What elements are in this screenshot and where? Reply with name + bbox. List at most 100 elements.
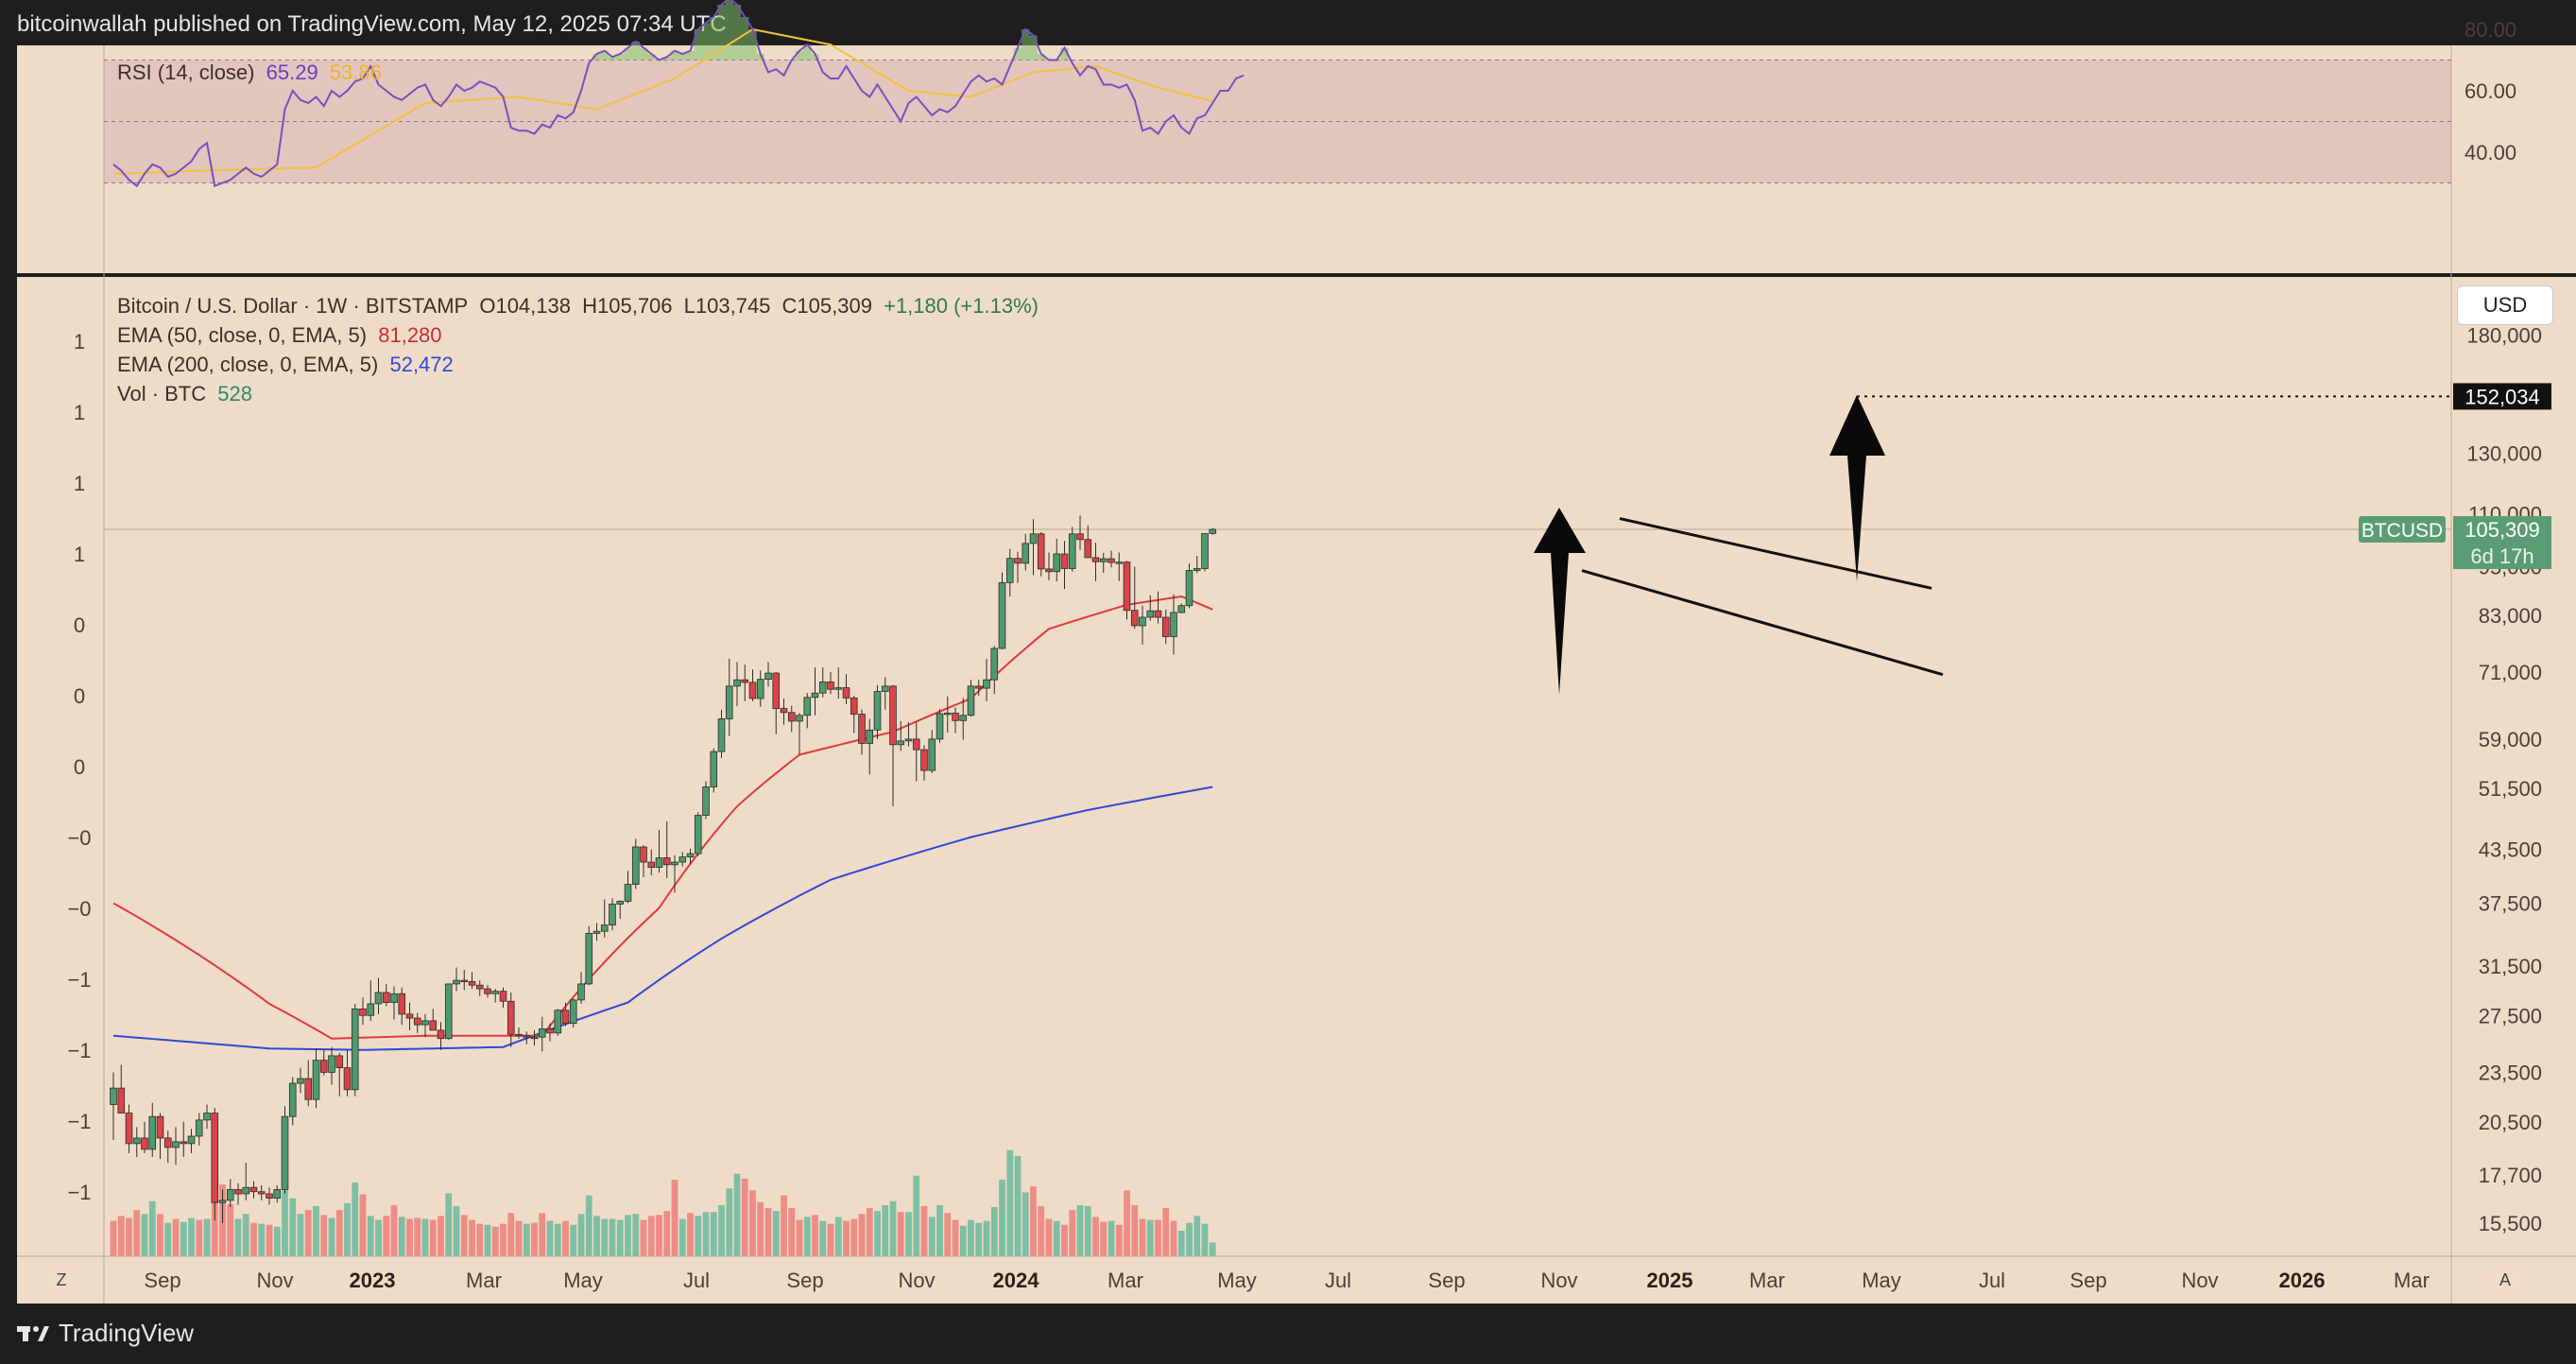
time-axis-tick: Sep [144,1269,180,1292]
volume-bar [702,1212,710,1256]
candle-body [803,697,812,717]
price-axis-tick: 27,500 [2479,1004,2542,1027]
channel-upper-line [1619,517,1932,590]
volume-bar [897,1212,904,1256]
candle-body [1170,612,1177,637]
candle-body [772,672,781,709]
time-axis-tick: Sep [2069,1269,2106,1292]
left-axis-tick: 0 [74,613,85,637]
price-axis-tick: 59,000 [2479,728,2542,751]
candle-body [818,681,827,694]
breakout-arrow-2 [1829,395,1885,581]
volume-bar [577,1214,585,1256]
candle-body [834,687,843,690]
volume-bar [640,1219,647,1256]
candle-body [983,679,990,689]
candle-body [936,713,944,740]
candle-body [1123,561,1131,612]
time-axis-tick: May [1217,1269,1257,1292]
volume-bar [227,1203,234,1256]
candle-body [374,992,383,1005]
volume-bar [375,1219,382,1256]
publish-header: bitcoinwallah published on TradingView.c… [0,0,2576,45]
left-axis-tick: 1 [74,472,85,495]
rsi-axis-tick: 40.00 [2464,141,2516,164]
candle-body [281,1115,289,1190]
volume-bar [1076,1204,1084,1256]
volume-bar [352,1183,359,1256]
candle-body [842,687,850,699]
candle-body [1139,616,1146,627]
candle-body [484,988,491,994]
volume-bar [975,1222,983,1256]
last-price-badge [2453,516,2551,570]
symbol-title: Bitcoin / U.S. Dollar · 1W · BITSTAMP [117,294,469,318]
volume-bar [647,1216,655,1256]
candle-body [132,1137,141,1145]
volume-bar [172,1218,180,1256]
volume-bar [562,1220,569,1256]
candle-body [787,712,796,722]
candle-body [733,679,741,687]
volume-bar [1084,1205,1091,1256]
ema50-value: 81,280 [378,323,442,347]
volume-bar [1061,1224,1068,1256]
candle-body [1161,616,1170,637]
volume-bar [453,1205,460,1256]
candle-body [1076,533,1084,541]
volume-bar [297,1214,304,1256]
candle-body [1154,610,1162,618]
candle-body [764,672,772,681]
time-axis-tick: Sep [1428,1269,1465,1292]
volume-bar [500,1223,507,1256]
candle-body [413,1017,421,1026]
candle-body [523,1035,531,1038]
currency-button[interactable]: USD [2457,285,2553,325]
main-legend: Bitcoin / U.S. Dollar · 1W · BITSTAMP O1… [117,291,1044,408]
volume-bar [843,1220,850,1256]
volume-bar [764,1208,772,1256]
time-axis-tick: Jul [1325,1269,1351,1292]
candle-body [850,697,858,715]
auto-scale-button[interactable]: A [2491,1266,2519,1294]
candle-body [343,1067,352,1091]
volume-bar [266,1224,273,1256]
volume-bar [110,1220,117,1256]
time-axis-tick: 2025 [1647,1269,1693,1292]
candle-body [141,1137,148,1150]
volume-bar [625,1215,631,1256]
volume-bar [304,1210,312,1256]
candle-body [117,1087,126,1114]
volume-bar [1170,1220,1177,1256]
candle-body [234,1189,242,1195]
candle-body [600,924,609,932]
target-price-badge [2453,383,2551,410]
rsi-line [112,0,1245,188]
candle-body [662,857,671,866]
rsi-overbought-fill [592,0,1069,60]
time-axis-tick: May [563,1269,603,1292]
left-axis-tick: 1 [74,330,85,354]
price-panel [17,277,2576,1256]
volume-bar [507,1213,515,1256]
tradingview-brand[interactable]: TradingView [17,1319,194,1348]
price-axis-tick: 37,500 [2479,891,2542,915]
time-axis-tick: Nov [2181,1269,2218,1292]
volume-bar [874,1211,881,1256]
candle-body [249,1186,258,1193]
volume-bar [593,1216,600,1256]
time-axis-tick: Jul [683,1269,710,1292]
zoom-button[interactable]: Z [47,1266,76,1294]
volume-bar [367,1216,374,1256]
volume-bar [383,1216,390,1256]
time-axis-tick: Sep [786,1269,823,1292]
candle-body [554,1010,562,1034]
price-axis-tick: 51,500 [2479,777,2542,801]
volume-bar [632,1214,640,1256]
candle-body [904,738,913,742]
left-axis-tick: −1 [67,1110,91,1133]
candle-body [1177,605,1186,613]
volume-bar [1053,1220,1060,1256]
volume-bar [282,1190,288,1256]
